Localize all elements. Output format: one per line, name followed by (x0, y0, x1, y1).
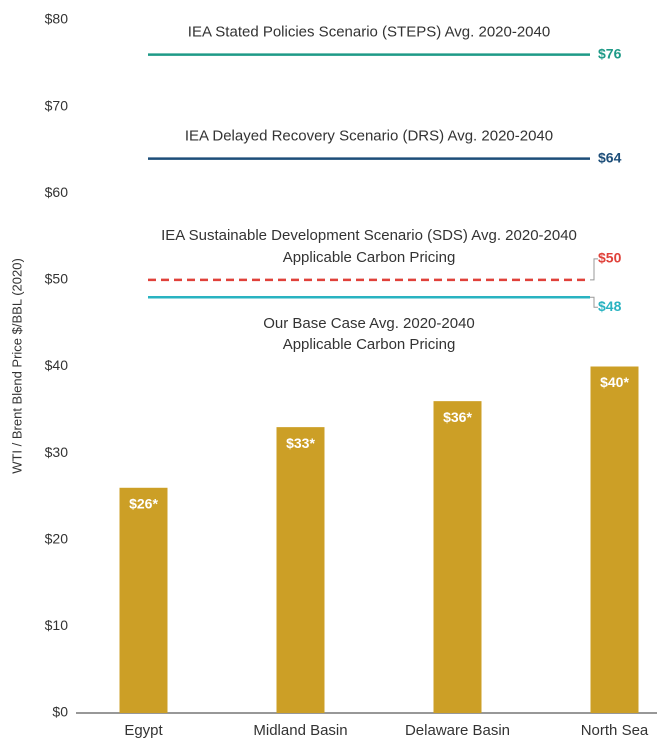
reference-name: IEA Stated Policies Scenario (STEPS) Avg… (188, 24, 550, 41)
reference-value-label: $48 (598, 298, 622, 314)
reference-value-label: $76 (598, 45, 622, 61)
y-tick-label: $0 (52, 704, 68, 720)
label-connector (590, 258, 598, 281)
value-label: $40* (600, 374, 629, 390)
reference-name: IEA Sustainable Development Scenario (SD… (161, 227, 577, 244)
x-tick-label: Egypt (124, 722, 163, 739)
y-tick-label: $80 (45, 11, 69, 27)
y-tick-label: $40 (45, 357, 69, 373)
x-tick-label: Midland Basin (253, 722, 347, 739)
reference-value-label: $64 (598, 149, 622, 165)
reference-name: Our Base Case Avg. 2020-2040 (263, 315, 475, 332)
value-label: $36* (443, 409, 472, 425)
label-connector (590, 296, 598, 308)
x-tick-label: Delaware Basin (405, 722, 510, 739)
y-tick-label: $20 (45, 530, 69, 546)
value-label: $33* (286, 435, 315, 451)
bar (276, 427, 325, 713)
bar (433, 401, 482, 713)
y-axis-label: WTI / Brent Blend Price $/BBL (2020) (9, 258, 24, 474)
y-tick-label: $50 (45, 271, 69, 287)
x-tick-label: North Sea (581, 722, 649, 739)
reference-name: Applicable Carbon Pricing (283, 336, 456, 353)
value-label: $26* (129, 495, 158, 511)
reference-name: IEA Delayed Recovery Scenario (DRS) Avg.… (185, 128, 553, 145)
y-tick-label: $60 (45, 184, 69, 200)
reference-name: Applicable Carbon Pricing (283, 249, 456, 266)
bar (590, 366, 639, 713)
y-tick-label: $30 (45, 444, 69, 460)
y-tick-label: $70 (45, 97, 69, 113)
y-tick-label: $10 (45, 617, 69, 633)
bar (119, 487, 168, 713)
reference-value-label: $50 (598, 250, 622, 266)
